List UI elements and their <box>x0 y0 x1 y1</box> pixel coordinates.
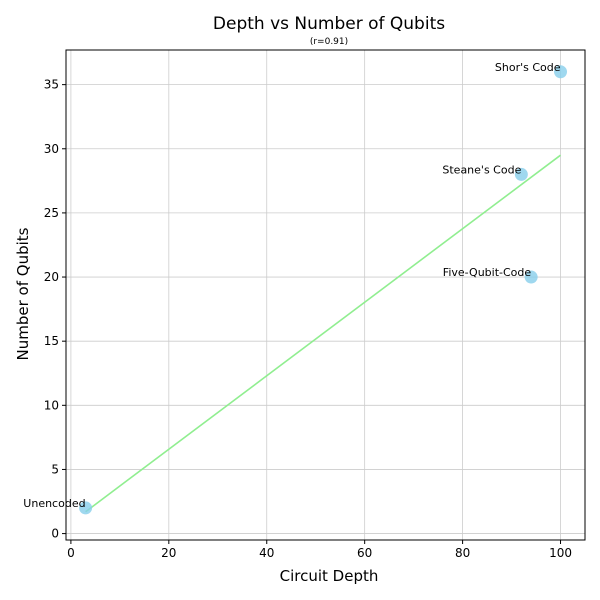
y-tick-label: 5 <box>51 462 59 476</box>
point-label: Steane's Code <box>442 163 521 176</box>
y-tick-label: 15 <box>44 334 59 348</box>
y-tick-label: 25 <box>44 206 59 220</box>
data-point <box>79 501 93 515</box>
y-tick-label: 35 <box>44 78 59 92</box>
x-axis-label: Circuit Depth <box>280 567 379 585</box>
data-points <box>79 65 568 515</box>
y-axis-label: Number of Qubits <box>14 227 32 360</box>
plot-frame <box>65 49 586 541</box>
x-tick-label: 20 <box>161 546 176 560</box>
y-tick-label: 10 <box>44 398 59 412</box>
grid-lines <box>66 50 585 540</box>
x-tick-label: 100 <box>549 546 572 560</box>
trendline-group <box>85 154 561 513</box>
x-tick-label: 40 <box>259 546 274 560</box>
y-tick-label: 20 <box>44 270 59 284</box>
x-tick-label: 0 <box>67 546 75 560</box>
data-point <box>514 167 528 181</box>
y-tick-label: 30 <box>44 142 59 156</box>
point-labels: Shor's Code Steane's Code Five-Qubit-Code U… <box>23 61 560 510</box>
data-point <box>524 270 538 284</box>
chart-title: Depth vs Number of Qubits <box>213 14 445 34</box>
point-label: Five-Qubit-Code <box>443 266 532 279</box>
x-tick-label: 60 <box>357 546 372 560</box>
point-label: Unencoded <box>23 497 85 510</box>
trendline <box>85 154 561 513</box>
chart-subtitle: (r=0.91) <box>310 37 348 47</box>
x-axis-ticks: 0 20 40 60 80 100 <box>67 540 572 560</box>
point-label: Shor's Code <box>495 61 561 74</box>
x-tick-label: 80 <box>455 546 470 560</box>
y-axis-ticks: 0 5 10 15 20 25 30 35 <box>44 78 66 541</box>
y-tick-label: 0 <box>51 527 59 541</box>
data-point <box>554 65 568 79</box>
